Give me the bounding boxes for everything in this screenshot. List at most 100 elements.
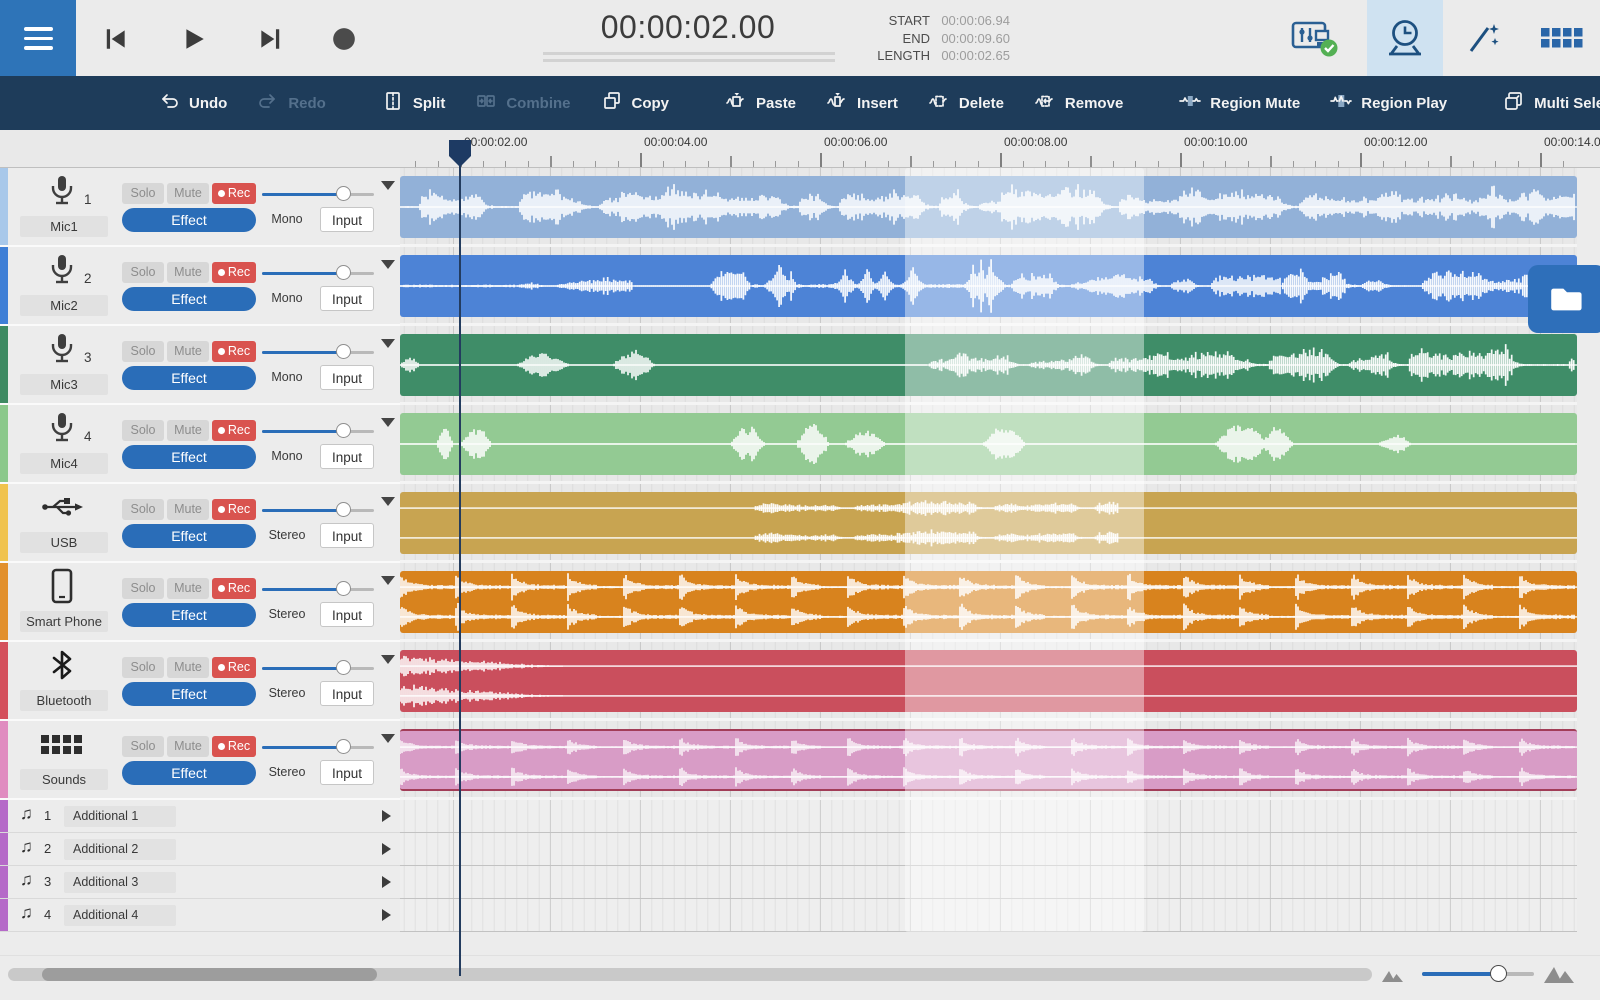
track-dropdown-caret[interactable] [381, 497, 395, 506]
input-button[interactable]: Input [320, 365, 374, 390]
rec-button[interactable]: Rec [212, 578, 256, 599]
track-lane-smart-phone[interactable] [399, 563, 1577, 642]
input-button[interactable]: Input [320, 681, 374, 706]
volume-slider[interactable] [262, 502, 374, 518]
toolbar-button-insert[interactable]: Insert [826, 90, 898, 116]
rec-button[interactable]: Rec [212, 736, 256, 757]
mute-button[interactable]: Mute [167, 420, 209, 441]
track-dropdown-caret[interactable] [381, 181, 395, 190]
solo-button[interactable]: Solo [122, 657, 164, 678]
playhead-marker[interactable] [448, 139, 472, 168]
toolbar-button-remove[interactable]: Remove [1034, 90, 1123, 116]
volume-slider[interactable] [262, 265, 374, 281]
expand-track-arrow[interactable] [382, 909, 391, 921]
solo-button[interactable]: Solo [122, 183, 164, 204]
volume-slider-knob[interactable] [336, 581, 351, 596]
hamburger-menu-button[interactable] [0, 0, 76, 76]
effect-button[interactable]: Effect [122, 366, 256, 390]
audio-region[interactable] [399, 255, 1577, 317]
rec-button[interactable]: Rec [212, 657, 256, 678]
volume-slider-knob[interactable] [336, 502, 351, 517]
volume-slider[interactable] [262, 344, 374, 360]
track-lane-mic4[interactable] [399, 405, 1577, 484]
effect-button[interactable]: Effect [122, 445, 256, 469]
volume-slider[interactable] [262, 581, 374, 597]
track-lane-mic3[interactable] [399, 326, 1577, 405]
toolbar-button-delete[interactable]: Delete [928, 90, 1004, 116]
file-drawer-tab[interactable] [1528, 265, 1600, 333]
volume-slider[interactable] [262, 423, 374, 439]
input-button[interactable]: Input [320, 523, 374, 548]
volume-slider-knob[interactable] [336, 344, 351, 359]
effect-button[interactable]: Effect [122, 524, 256, 548]
solo-button[interactable]: Solo [122, 262, 164, 283]
toolbar-button-multi-select[interactable]: Multi Select [1503, 90, 1600, 116]
volume-slider-knob[interactable] [336, 423, 351, 438]
toolbar-button-region-play[interactable]: Region Play [1330, 90, 1447, 116]
mute-button[interactable]: Mute [167, 183, 209, 204]
horizontal-scrollbar-thumb[interactable] [42, 968, 377, 981]
volume-slider[interactable] [262, 186, 374, 202]
input-button[interactable]: Input [320, 602, 374, 627]
rec-button[interactable]: Rec [212, 183, 256, 204]
solo-button[interactable]: Solo [122, 420, 164, 441]
rec-button[interactable]: Rec [212, 499, 256, 520]
audio-region[interactable] [399, 729, 1577, 791]
skip-forward-button[interactable] [253, 24, 287, 54]
additional-track-lane-3[interactable] [400, 866, 1577, 899]
audio-region[interactable] [399, 650, 1577, 712]
mixer-settings-button[interactable] [1281, 0, 1351, 76]
effect-button[interactable]: Effect [122, 287, 256, 311]
track-lane-usb[interactable] [400, 484, 1577, 563]
rec-button[interactable]: Rec [212, 341, 256, 362]
effect-button[interactable]: Effect [122, 208, 256, 232]
record-button[interactable] [327, 24, 361, 54]
zoom-out-icon[interactable] [1381, 966, 1407, 988]
solo-button[interactable]: Solo [122, 341, 164, 362]
additional-track-lane-1[interactable] [400, 800, 1577, 833]
toolbar-button-copy[interactable]: Copy [601, 90, 669, 116]
input-button[interactable]: Input [320, 444, 374, 469]
input-button[interactable]: Input [320, 207, 374, 232]
expand-track-arrow[interactable] [382, 876, 391, 888]
volume-slider[interactable] [262, 739, 374, 755]
sound-pads-button[interactable] [1532, 0, 1592, 76]
waveform-zoom-slider[interactable] [1422, 965, 1534, 982]
track-lane-sounds[interactable] [399, 721, 1577, 800]
skip-back-button[interactable] [99, 24, 133, 54]
mute-button[interactable]: Mute [167, 657, 209, 678]
track-lane-mic2[interactable] [399, 247, 1577, 326]
horizontal-scrollbar[interactable] [8, 968, 1372, 981]
audio-region[interactable] [399, 176, 1577, 238]
volume-slider-knob[interactable] [336, 660, 351, 675]
mute-button[interactable]: Mute [167, 499, 209, 520]
mute-button[interactable]: Mute [167, 578, 209, 599]
solo-button[interactable]: Solo [122, 499, 164, 520]
track-dropdown-caret[interactable] [381, 576, 395, 585]
punch-clock-button[interactable] [1367, 0, 1443, 76]
track-dropdown-caret[interactable] [381, 734, 395, 743]
mute-button[interactable]: Mute [167, 262, 209, 283]
playhead-line[interactable] [459, 140, 461, 976]
toolbar-button-undo[interactable]: Undo [158, 90, 227, 116]
additional-track-lane-2[interactable] [400, 833, 1577, 866]
track-lane-mic1[interactable] [399, 168, 1577, 247]
track-dropdown-caret[interactable] [381, 260, 395, 269]
additional-track-lane-4[interactable] [400, 899, 1577, 932]
volume-slider[interactable] [262, 660, 374, 676]
mute-button[interactable]: Mute [167, 341, 209, 362]
track-dropdown-caret[interactable] [381, 418, 395, 427]
input-button[interactable]: Input [320, 286, 374, 311]
play-button[interactable] [177, 24, 211, 54]
track-dropdown-caret[interactable] [381, 655, 395, 664]
effect-button[interactable]: Effect [122, 761, 256, 785]
volume-slider-knob[interactable] [336, 739, 351, 754]
toolbar-button-region-mute[interactable]: Region Mute [1179, 90, 1300, 116]
selection-region[interactable] [905, 168, 1144, 932]
rec-button[interactable]: Rec [212, 262, 256, 283]
solo-button[interactable]: Solo [122, 578, 164, 599]
toolbar-button-paste[interactable]: Paste [725, 90, 796, 116]
solo-button[interactable]: Solo [122, 736, 164, 757]
input-button[interactable]: Input [320, 760, 374, 785]
magic-wand-button[interactable] [1456, 0, 1512, 76]
